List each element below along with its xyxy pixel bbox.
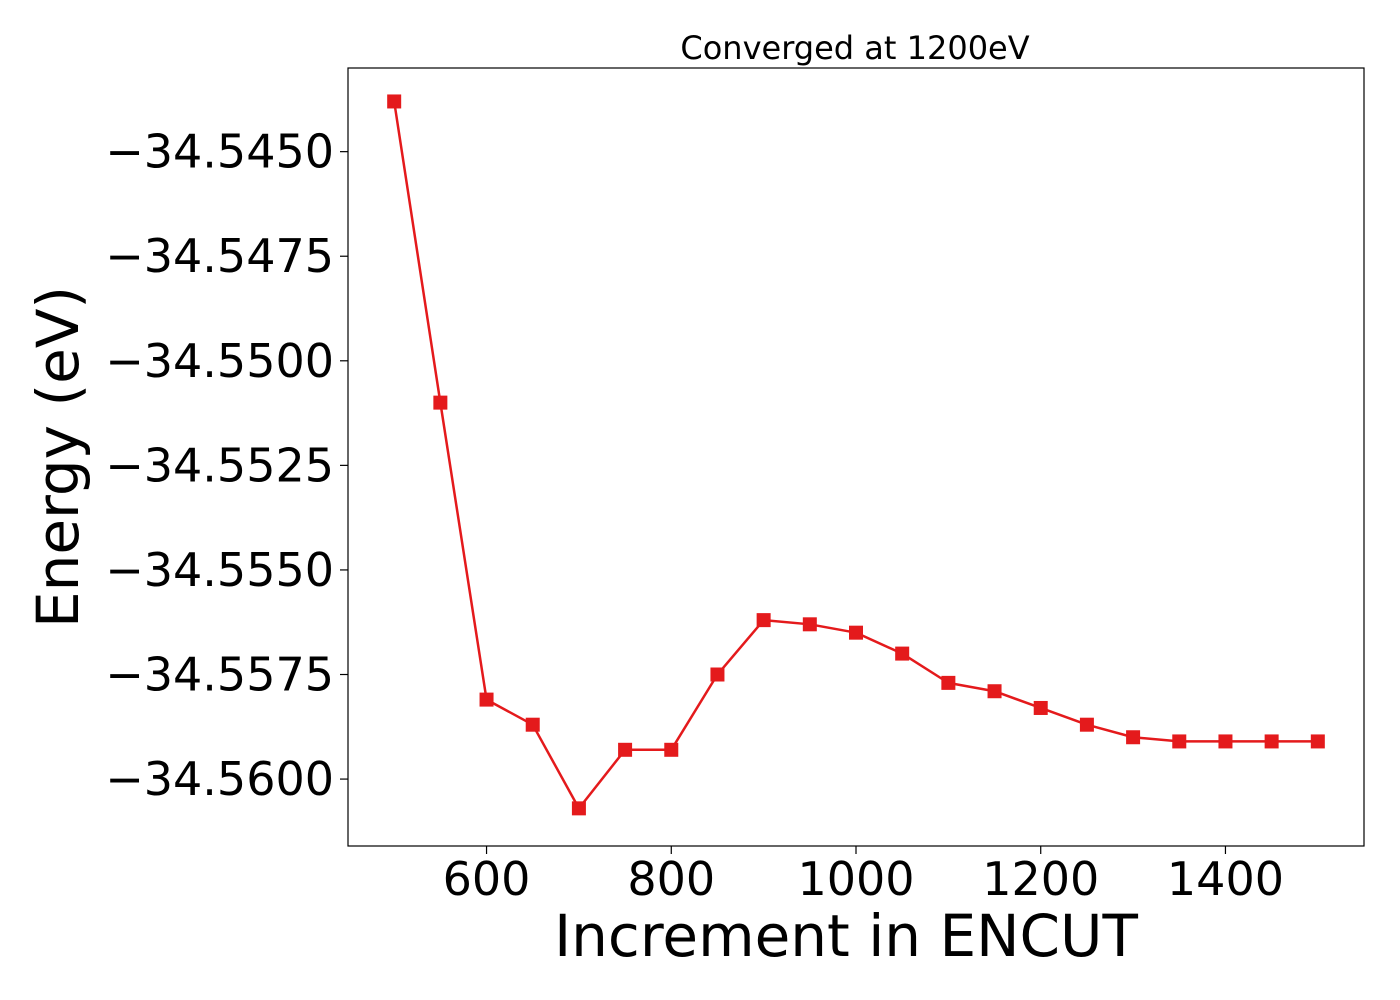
data-point-marker [479,692,494,707]
x-tick-label: 1200 [982,852,1099,906]
data-point-marker [387,94,402,109]
data-point-marker [1033,700,1048,715]
x-tick-label: 800 [627,852,715,906]
data-point-marker [756,613,771,628]
y-tick-label: −34.5525 [105,438,334,492]
x-tick-label: 1000 [797,852,914,906]
data-point-marker [1172,734,1187,749]
data-point-marker [710,667,725,682]
data-point-marker [941,675,956,690]
chart-title: Converged at 1200eV [680,29,1029,67]
data-point-marker [895,646,910,661]
data-point-marker [1079,717,1094,732]
y-tick-label: −34.5550 [105,543,334,597]
x-tick-label: 600 [443,852,531,906]
data-point-marker [849,625,863,640]
x-tick-label: 1400 [1167,852,1284,906]
data-point-marker [802,617,817,632]
plot-area: 600 800 1000 1200 1400 −34.5450−34.5475−34.5… [105,67,1365,906]
x-axis-label: Increment in ENCUT [554,902,1138,970]
data-point-marker [571,801,586,816]
series-line [392,101,1318,810]
y-tick-label: −34.5475 [105,229,334,283]
y-tick-label: −34.5450 [105,125,334,179]
axes-frame [347,67,1365,847]
y-axis-ticks: −34.5450 −34.5475 −34.5500 −34.5525 −34.5550… [105,125,348,806]
data-point-marker [1218,734,1233,749]
data-point-marker [664,742,679,757]
y-tick-label: −34.5600 [105,752,334,806]
data-point-marker [618,742,633,757]
data-point-marker [1310,734,1325,749]
data-point-marker [1126,730,1141,745]
y-tick-label: −34.5575 [105,648,334,702]
y-axis-label: Energy (eV) [24,286,92,628]
series-layer [387,94,1325,816]
data-point-marker [525,717,540,732]
data-point-marker [433,395,448,410]
x-axis-ticks: 600 800 1000 1200 1400 [443,846,1284,906]
y-tick-label: −34.5500 [105,334,334,388]
data-point-marker [1264,734,1279,749]
data-point-marker [987,684,1002,699]
